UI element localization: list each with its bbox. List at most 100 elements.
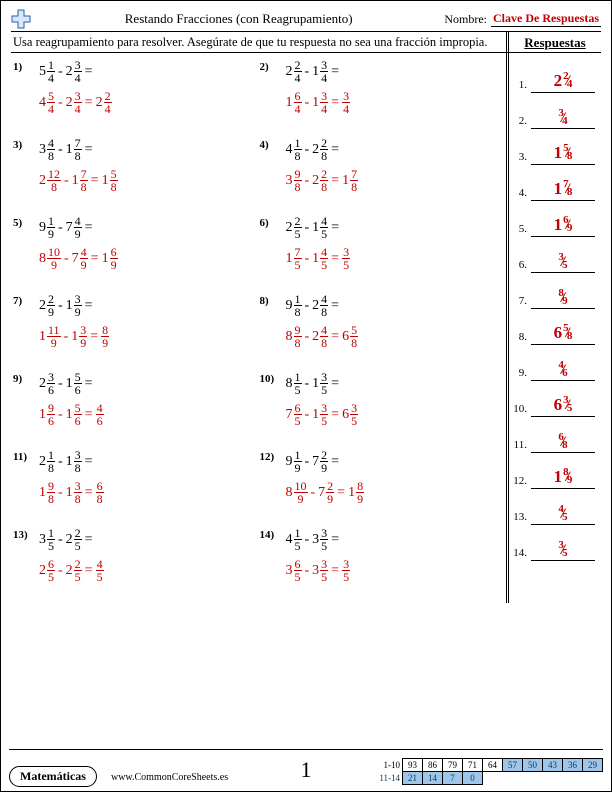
problem: 8) 918-248= 898-248=658 <box>260 291 507 365</box>
problem-question: 348-178= <box>39 137 118 162</box>
problem-solution: 164-134=34 <box>286 90 351 115</box>
problem: 11) 218-138= 198-138=68 <box>13 447 260 521</box>
name-value: Clave De Respuestas <box>491 11 601 27</box>
problem-number: 2) <box>260 57 286 131</box>
problem: 13) 315-225= 265-225=45 <box>13 525 260 599</box>
problem-solution: 8109-749=169 <box>39 246 118 271</box>
answer-value: 17/8 <box>531 178 595 201</box>
problem-number: 11) <box>13 447 39 521</box>
answer-row: 8. 65/8 <box>509 309 601 345</box>
answer-index: 9. <box>509 367 531 381</box>
answer-row: 13. 4/5 <box>509 489 601 525</box>
instructions: Usa reagrupamiento para resolver. Asegúr… <box>11 32 506 52</box>
problem-solution: 196-156=46 <box>39 402 104 427</box>
problem-solution: 265-225=45 <box>39 558 104 583</box>
problem-solution: 365-335=35 <box>286 558 351 583</box>
answer-row: 6. 3/5 <box>509 237 601 273</box>
answer-row: 14. 3/5 <box>509 525 601 561</box>
plus-icon <box>11 9 31 29</box>
problem-solution: 198-138=68 <box>39 480 104 505</box>
answer-value: 65/8 <box>531 322 595 345</box>
problem-question: 919-729= <box>286 449 365 474</box>
problem-question: 224-134= <box>286 59 351 84</box>
problems-grid: 1) 514-234= 454-234=224 2) 224-134= 164-… <box>11 53 506 603</box>
problem-number: 12) <box>260 447 286 521</box>
page-number: 1 <box>301 757 312 783</box>
brand-box: Matemáticas <box>9 766 97 787</box>
problem-number: 3) <box>13 135 39 209</box>
answer-row: 10. 63/5 <box>509 381 601 417</box>
problem: 9) 236-156= 196-156=46 <box>13 369 260 443</box>
answer-index: 3. <box>509 151 531 165</box>
answer-row: 9. 4/6 <box>509 345 601 381</box>
score-grid: 1-109386797164575043362911-14211470 <box>377 758 604 785</box>
answer-value: 3/4 <box>531 107 595 129</box>
problem-solution: 454-234=224 <box>39 90 112 115</box>
answer-value: 18/9 <box>531 466 595 489</box>
problem-number: 4) <box>260 135 286 209</box>
answer-index: 4. <box>509 187 531 201</box>
answer-value: 15/8 <box>531 142 595 165</box>
problem-solution: 175-145=35 <box>286 246 351 271</box>
problem-number: 5) <box>13 213 39 287</box>
problem-question: 514-234= <box>39 59 112 84</box>
problem-number: 1) <box>13 57 39 131</box>
answer-row: 5. 16/9 <box>509 201 601 237</box>
problem: 6) 225-145= 175-145=35 <box>260 213 507 287</box>
answer-index: 5. <box>509 223 531 237</box>
answer-value: 22/4 <box>531 70 595 93</box>
answer-index: 11. <box>509 439 531 453</box>
answer-index: 7. <box>509 295 531 309</box>
answers-column: 1. 22/4 2. 3/4 3. 15/8 4. 17/8 5. 16/9 6… <box>506 53 601 603</box>
answer-value: 4/6 <box>531 359 595 381</box>
answer-index: 14. <box>509 547 531 561</box>
name-label: Nombre: <box>444 12 487 27</box>
answer-value: 16/9 <box>531 214 595 237</box>
problem-number: 13) <box>13 525 39 599</box>
problem-solution: 765-135=635 <box>286 402 359 427</box>
problem: 14) 415-335= 365-335=35 <box>260 525 507 599</box>
problem-number: 9) <box>13 369 39 443</box>
answer-index: 1. <box>509 79 531 93</box>
problem-question: 918-248= <box>286 293 359 318</box>
problem-number: 8) <box>260 291 286 365</box>
answer-index: 10. <box>509 403 531 417</box>
problem-number: 10) <box>260 369 286 443</box>
answer-row: 2. 3/4 <box>509 93 601 129</box>
problem-question: 315-225= <box>39 527 104 552</box>
problem-solution: 398-228=178 <box>286 168 359 193</box>
answer-index: 12. <box>509 475 531 489</box>
problem: 12) 919-729= 8109-729=189 <box>260 447 507 521</box>
problem: 3) 348-178= 2128-178=158 <box>13 135 260 209</box>
problem-question: 418-228= <box>286 137 359 162</box>
problem-solution: 8109-729=189 <box>286 480 365 505</box>
answer-value: 3/5 <box>531 251 595 273</box>
problem-question: 218-138= <box>39 449 104 474</box>
answer-row: 1. 22/4 <box>509 57 601 93</box>
answer-row: 4. 17/8 <box>509 165 601 201</box>
problem-question: 229-139= <box>39 293 109 318</box>
answer-row: 3. 15/8 <box>509 129 601 165</box>
problem: 1) 514-234= 454-234=224 <box>13 57 260 131</box>
answer-row: 7. 8/9 <box>509 273 601 309</box>
answer-index: 2. <box>509 115 531 129</box>
problem-question: 236-156= <box>39 371 104 396</box>
answer-index: 8. <box>509 331 531 345</box>
problem-number: 6) <box>260 213 286 287</box>
problem-question: 815-135= <box>286 371 359 396</box>
problem: 2) 224-134= 164-134=34 <box>260 57 507 131</box>
problem: 10) 815-135= 765-135=635 <box>260 369 507 443</box>
answers-header: Respuestas <box>506 32 601 52</box>
answer-row: 12. 18/9 <box>509 453 601 489</box>
footer-url: www.CommonCoreSheets.es <box>111 772 228 787</box>
problem-solution: 2128-178=158 <box>39 168 118 193</box>
problem-number: 7) <box>13 291 39 365</box>
problem-solution: 898-248=658 <box>286 324 359 349</box>
problem: 7) 229-139= 1119-139=89 <box>13 291 260 365</box>
problem-number: 14) <box>260 525 286 599</box>
problem-question: 225-145= <box>286 215 351 240</box>
answer-value: 6/8 <box>531 431 595 453</box>
answer-value: 3/5 <box>531 539 595 561</box>
answer-row: 11. 6/8 <box>509 417 601 453</box>
problem: 4) 418-228= 398-228=178 <box>260 135 507 209</box>
